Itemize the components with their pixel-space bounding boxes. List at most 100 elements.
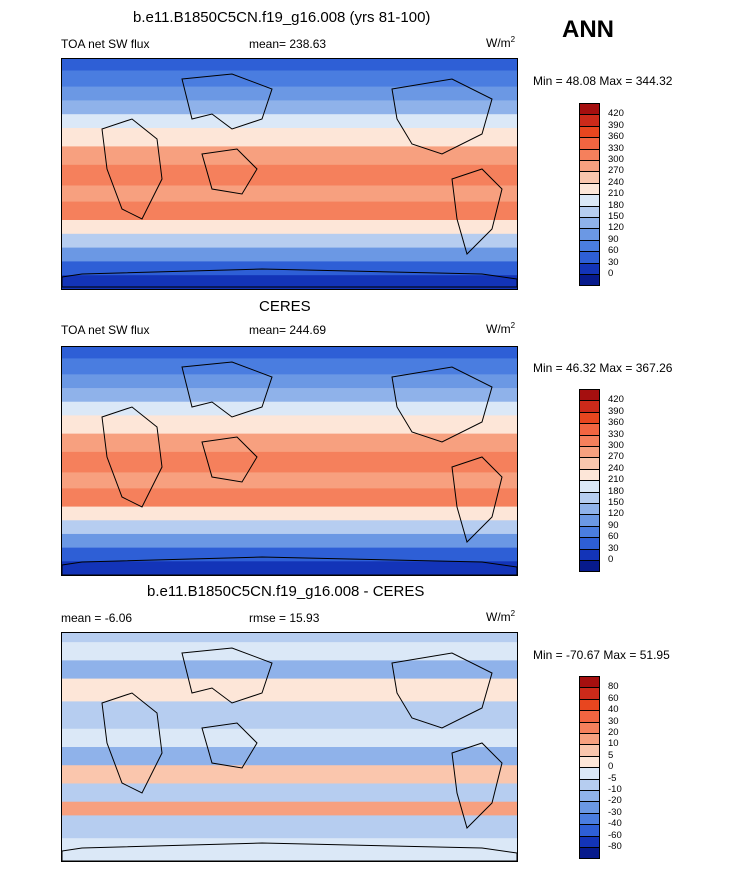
- colorbar-tick-label: 390: [608, 405, 624, 417]
- colorbar-tick-label: 5: [608, 749, 614, 761]
- panel-3-map: [61, 632, 518, 862]
- coastline: [391, 366, 493, 443]
- colorbar-tick-label: 390: [608, 119, 624, 131]
- field-band: [62, 358, 517, 376]
- colorbar-tick-label: 10: [608, 738, 619, 750]
- panel-1-variable-label: TOA net SW flux: [61, 37, 150, 51]
- colorbar-tick-label: 30: [608, 256, 619, 268]
- field-band: [62, 547, 517, 563]
- field-band: [62, 815, 517, 840]
- field-band: [62, 520, 517, 535]
- panel-2-map: [61, 346, 518, 576]
- panel-2-minmax: Min = 46.32 Max = 367.26: [533, 361, 673, 375]
- colorbar-tick-label: -40: [608, 818, 622, 830]
- panel-1-mean-label: mean= 238.63: [249, 37, 327, 51]
- field-band: [62, 233, 517, 249]
- colorbar-tick-label: 210: [608, 474, 624, 486]
- colorbar-swatch: [579, 847, 600, 860]
- panel-2-title: CERES: [259, 298, 311, 315]
- coastline: [451, 168, 503, 255]
- field-band: [62, 261, 517, 277]
- panel-2-variable-label: TOA net SW flux: [61, 323, 150, 337]
- field-band: [62, 220, 517, 235]
- field-band: [62, 433, 517, 453]
- colorbar-tick-label: 60: [608, 692, 619, 704]
- colorbar-tick-label: 30: [608, 542, 619, 554]
- colorbar-tick-label: -20: [608, 795, 622, 807]
- field-band: [62, 660, 517, 680]
- field-band: [62, 70, 517, 88]
- field-band: [62, 506, 517, 522]
- coastline: [62, 842, 517, 861]
- coastline: [391, 652, 493, 729]
- field-band: [62, 642, 517, 662]
- colorbar-tick-label: 120: [608, 508, 624, 520]
- panel-1-title: b.e11.B1850C5CN.f19_g16.008 (yrs 81-100): [133, 9, 431, 26]
- colorbar-tick-label: 0: [608, 268, 614, 279]
- colorbar-tick-label: 180: [608, 485, 624, 497]
- colorbar-tick-label: 330: [608, 428, 624, 440]
- colorbar-tick-label: 80: [608, 681, 619, 693]
- coastline: [181, 73, 273, 130]
- field-band: [62, 451, 517, 474]
- panel-2-units: W/m2: [486, 321, 516, 336]
- field-band: [62, 275, 517, 289]
- coastline: [201, 436, 258, 483]
- colorbar-tick-label: 270: [608, 165, 624, 177]
- colorbar-tick-label: 420: [608, 394, 624, 406]
- coastline: [201, 148, 258, 195]
- colorbar-swatch: [579, 274, 600, 287]
- colorbar-tick-label: 240: [608, 462, 624, 474]
- field-band: [62, 728, 517, 748]
- field-band: [62, 533, 517, 549]
- colorbar-tick-label: 90: [608, 233, 619, 245]
- colorbar-tick-label: 150: [608, 497, 624, 508]
- colorbar-tick-label: 90: [608, 519, 619, 531]
- colorbar-tick-label: 270: [608, 451, 624, 463]
- panel-3-units: W/m2: [486, 609, 516, 624]
- panel-2-mean-label: mean= 244.69: [249, 323, 327, 337]
- colorbar-tick-label: 0: [608, 761, 614, 773]
- coastline: [181, 361, 273, 418]
- field-band: [62, 415, 517, 435]
- field-band: [62, 128, 517, 148]
- colorbar-swatch: [579, 560, 600, 573]
- colorbar-tick-label: 330: [608, 142, 624, 154]
- coastline: [101, 118, 163, 220]
- field-band: [62, 114, 517, 129]
- coastline: [101, 692, 163, 794]
- colorbar-tick-label: 60: [608, 245, 619, 257]
- field-band: [62, 401, 517, 417]
- colorbar-tick-label: 20: [608, 727, 619, 738]
- panel-1-map: [61, 58, 518, 290]
- panel-3-mean-label: mean = -6.06: [61, 611, 133, 625]
- colorbar-tick-label: -30: [608, 806, 622, 818]
- colorbar-tick-label: 420: [608, 108, 624, 120]
- coastline: [181, 647, 273, 704]
- coastline: [62, 268, 517, 288]
- panel-3-minmax: Min = -70.67 Max = 51.95: [533, 648, 670, 662]
- field-band: [62, 100, 517, 116]
- field-band: [62, 146, 517, 166]
- colorbar-tick-label: 60: [608, 531, 619, 543]
- field-band: [62, 801, 517, 817]
- colorbar-tick-label: -10: [608, 784, 622, 795]
- panel-1-units: W/m2: [486, 35, 516, 50]
- field-band: [62, 633, 517, 644]
- field-band: [62, 783, 517, 803]
- panel-3-title: b.e11.B1850C5CN.f19_g16.008 - CERES: [147, 583, 425, 600]
- colorbar-tick-label: 40: [608, 704, 619, 716]
- colorbar-tick-label: 150: [608, 211, 624, 222]
- field-band: [62, 374, 517, 390]
- field-band: [62, 201, 517, 221]
- colorbar-tick-label: 240: [608, 176, 624, 188]
- field-band: [62, 561, 517, 575]
- panel-3-rmse-label: rmse = 15.93: [249, 611, 320, 625]
- field-band: [62, 838, 517, 861]
- colorbar-tick-label: 360: [608, 417, 624, 429]
- colorbar-tick-label: 120: [608, 222, 624, 234]
- colorbar-tick-label: -5: [608, 772, 617, 784]
- field-band: [62, 765, 517, 785]
- coastline: [201, 722, 258, 769]
- colorbar-tick-label: 300: [608, 440, 624, 451]
